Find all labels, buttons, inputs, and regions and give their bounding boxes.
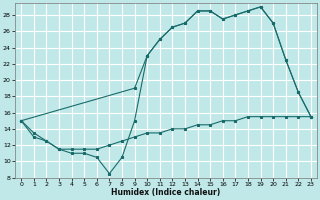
X-axis label: Humidex (Indice chaleur): Humidex (Indice chaleur)	[111, 188, 221, 197]
